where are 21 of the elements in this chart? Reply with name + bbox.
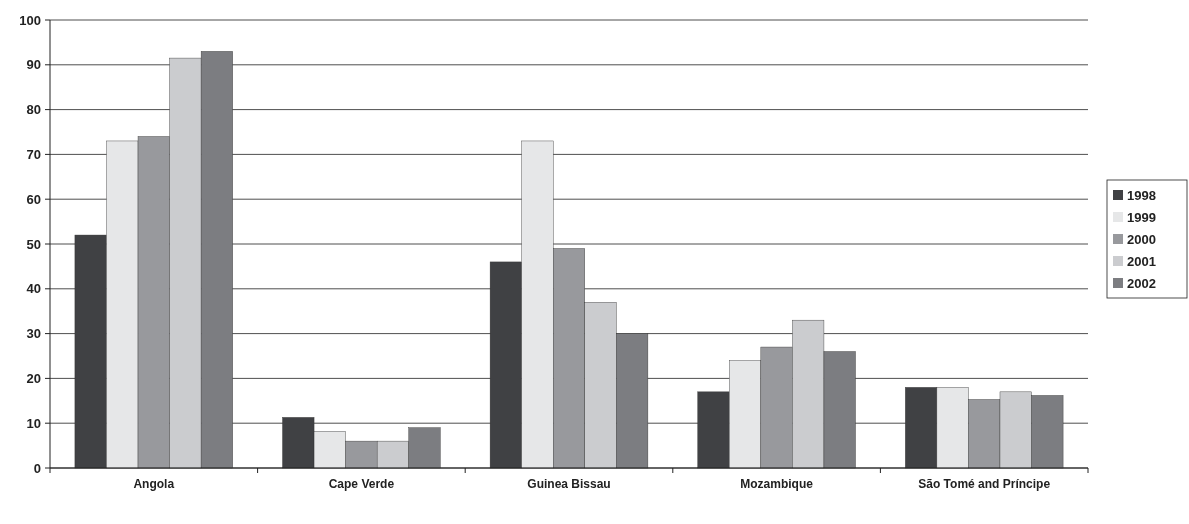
x-tick-label: Guinea Bissau <box>527 477 611 491</box>
y-tick-label: 60 <box>26 191 41 207</box>
y-tick-label: 40 <box>26 281 41 297</box>
legend-label: 2001 <box>1127 253 1156 269</box>
legend-label: 1999 <box>1127 209 1156 225</box>
y-tick-label: 100 <box>19 12 41 28</box>
y-tick-label: 10 <box>26 415 41 431</box>
legend-label: 1998 <box>1127 187 1156 203</box>
y-tick-label: 20 <box>26 370 41 386</box>
legend-label: 2000 <box>1127 231 1156 247</box>
legend-label: 2002 <box>1127 275 1156 291</box>
y-tick-label: 50 <box>26 236 41 252</box>
x-tick-label: Mozambique <box>740 477 814 491</box>
x-tick-label: Angola <box>133 477 175 491</box>
x-tick-label: Cape Verde <box>328 477 395 491</box>
y-tick-label: 30 <box>26 326 41 342</box>
y-tick-label: 0 <box>33 460 41 476</box>
y-tick-label: 70 <box>26 146 41 162</box>
y-tick-label: 80 <box>26 102 41 118</box>
x-tick-label: São Tomé and Príncipe <box>918 477 1051 491</box>
y-tick-label: 90 <box>26 57 41 73</box>
